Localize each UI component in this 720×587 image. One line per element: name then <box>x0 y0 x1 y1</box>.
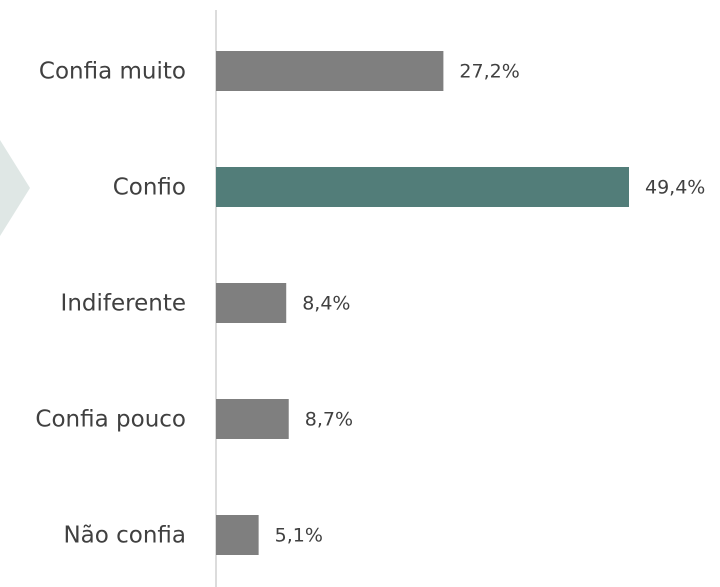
value-label: 49,4% <box>645 177 705 199</box>
category-label: Confia muito <box>39 59 186 85</box>
category-label: Não confia <box>63 523 186 549</box>
arrow-decoration <box>0 140 30 236</box>
bar <box>216 167 629 207</box>
bar <box>216 399 289 439</box>
category-label: Confio <box>113 175 186 201</box>
category-label: Confia pouco <box>35 407 186 433</box>
value-label: 27,2% <box>459 61 519 83</box>
value-label: 5,1% <box>275 525 323 547</box>
bar <box>216 283 287 323</box>
value-label: 8,7% <box>305 409 353 431</box>
value-label: 8,4% <box>302 293 350 315</box>
bar <box>216 515 259 555</box>
bar <box>216 51 444 91</box>
category-label: Indiferente <box>61 291 186 317</box>
